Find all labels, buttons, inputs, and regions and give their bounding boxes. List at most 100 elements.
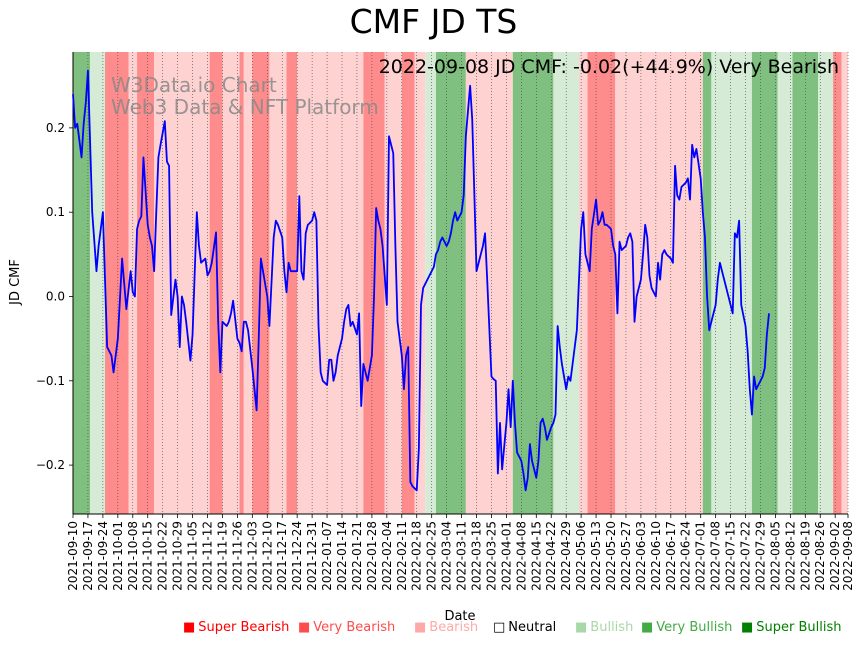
x-tick-label-16: 2021-12-31 — [305, 521, 319, 591]
x-tick-label-27: 2022-03-18 — [470, 521, 484, 591]
y-tick-label-3: 0.1 — [46, 205, 65, 219]
x-tick-label-10: 2021-11-19 — [215, 521, 229, 591]
regime-band-28 — [751, 52, 778, 514]
y-tick-label-4: 0.2 — [46, 121, 65, 135]
regime-band-13 — [297, 52, 364, 514]
legend-label: Bullish — [590, 620, 634, 635]
x-tick-label-3: 2021-10-01 — [111, 521, 125, 591]
x-tick-label-14: 2021-12-17 — [275, 521, 289, 591]
x-tick-label-34: 2022-05-06 — [574, 521, 588, 591]
x-tick-label-37: 2022-05-27 — [619, 521, 633, 591]
x-tick-label-38: 2022-06-03 — [634, 521, 648, 591]
y-axis: −0.2 −0.1 0.0 0.1 0.2 — [36, 52, 74, 514]
legend-swatch-icon: ■ — [183, 620, 196, 635]
legend: ■ Super Bearish ■ Very Bearish ■ Bearish □ Neut… — [0, 620, 867, 640]
x-tick-label-46: 2022-07-29 — [753, 521, 767, 591]
x-tick-label-8: 2021-11-05 — [186, 521, 200, 591]
regime-band-6 — [209, 52, 223, 514]
legend-item-super-bullish: ■ Super Bullish — [741, 620, 842, 635]
x-tick-label-6: 2021-10-22 — [156, 521, 170, 591]
regime-band-16 — [401, 52, 415, 514]
legend-label: Super Bearish — [198, 620, 290, 635]
legend-swatch-icon: ■ — [414, 620, 427, 635]
regime-band-33 — [841, 52, 848, 514]
regime-band-9 — [243, 52, 253, 514]
x-tick-label-28: 2022-03-25 — [484, 521, 498, 591]
x-tick-label-21: 2022-02-04 — [380, 521, 394, 591]
y-tick-label-2: 0.0 — [46, 289, 65, 303]
x-tick-label-40: 2022-06-17 — [664, 521, 678, 591]
legend-label: Neutral — [508, 620, 557, 635]
x-tick-label-26: 2022-03-11 — [455, 521, 469, 591]
legend-swatch-icon: □ — [493, 620, 506, 635]
x-tick-label-41: 2022-06-24 — [679, 521, 693, 591]
x-tick-label-44: 2022-07-15 — [724, 521, 738, 591]
x-axis-label: Date — [444, 609, 475, 624]
x-tick-label-45: 2022-07-22 — [739, 521, 753, 591]
regime-band-32 — [833, 52, 842, 514]
regime-band-2 — [105, 52, 129, 514]
legend-swatch-icon: ■ — [641, 620, 654, 635]
x-tick-label-13: 2021-12-10 — [260, 521, 274, 591]
x-tick-label-5: 2021-10-15 — [141, 521, 155, 591]
regime-band-12 — [286, 52, 298, 514]
legend-item-super-bearish: ■ Super Bearish — [183, 620, 289, 635]
regime-band-24 — [587, 52, 616, 514]
regime-bands — [73, 52, 848, 514]
x-tick-label-19: 2022-01-21 — [350, 521, 364, 591]
regime-band-19 — [435, 52, 466, 514]
x-tick-label-33: 2022-04-29 — [559, 521, 573, 591]
y-axis-label: JD CMF — [8, 259, 23, 306]
chart-title: CMF JD TS — [349, 2, 518, 41]
legend-label: Bearish — [429, 620, 479, 635]
x-tick-label-18: 2022-01-14 — [335, 521, 349, 591]
chart-annotation: 2022-09-08 JD CMF: -0.02(+44.9%) Very Be… — [379, 56, 839, 78]
x-tick-label-7: 2021-10-29 — [171, 521, 185, 591]
regime-band-31 — [818, 52, 834, 514]
regime-band-21 — [512, 52, 554, 514]
legend-item-bullish: ■ Bullish — [575, 620, 633, 635]
series-line-0 — [72, 69, 770, 492]
regime-band-8 — [239, 52, 244, 514]
x-tick-label-24: 2022-02-25 — [425, 521, 439, 591]
legend-swatch-icon: ■ — [575, 620, 588, 635]
watermark-line-2: Web3 Data & NFT Platform — [111, 95, 379, 119]
regime-band-11 — [269, 52, 287, 514]
x-tick-label-11: 2021-11-26 — [230, 521, 244, 591]
x-tick-label-25: 2022-03-04 — [440, 521, 454, 591]
legend-swatch-icon: ■ — [298, 620, 311, 635]
x-tick-label-29: 2022-04-01 — [499, 521, 513, 591]
regime-band-4 — [137, 52, 155, 514]
x-tick-label-47: 2022-08-05 — [768, 521, 782, 591]
x-tick-label-35: 2022-05-13 — [589, 521, 603, 591]
x-tick-label-0: 2021-09-10 — [66, 521, 80, 591]
x-tick-label-49: 2022-08-19 — [798, 521, 812, 591]
watermark-line-1: W3Data.io Chart — [111, 73, 277, 97]
x-axis: 2021-09-10 2021-09-17 2021-09-24 2021-10-01… — [66, 513, 855, 591]
regime-band-0 — [73, 52, 91, 514]
x-tick-label-4: 2021-10-08 — [126, 521, 140, 591]
regime-band-18 — [425, 52, 436, 514]
legend-item-very-bearish: ■ Very Bearish — [298, 620, 395, 635]
x-tick-label-1: 2021-09-17 — [81, 521, 95, 591]
legend-label: Very Bearish — [313, 620, 396, 635]
series-group — [72, 69, 770, 492]
x-tick-label-2: 2021-09-24 — [96, 521, 110, 591]
x-tick-label-23: 2022-02-18 — [410, 521, 424, 591]
regime-band-7 — [222, 52, 240, 514]
x-tick-label-42: 2022-07-01 — [694, 521, 708, 591]
regime-band-29 — [777, 52, 793, 514]
regime-band-23 — [578, 52, 588, 514]
regime-band-17 — [414, 52, 426, 514]
y-tick-label-0: −0.2 — [36, 458, 65, 472]
regime-band-1 — [90, 52, 106, 514]
x-tick-label-31: 2022-04-15 — [529, 521, 543, 591]
x-tick-label-52: 2022-09-08 — [841, 521, 855, 591]
legend-label: Super Bullish — [756, 620, 842, 635]
y-tick-label-1: −0.1 — [36, 374, 65, 388]
x-tick-label-32: 2022-04-22 — [544, 521, 558, 591]
x-tick-label-30: 2022-04-08 — [514, 521, 528, 591]
x-tick-label-9: 2021-11-12 — [201, 521, 215, 591]
x-tick-label-15: 2021-12-24 — [290, 521, 304, 591]
vertical-gridlines — [72, 52, 849, 514]
